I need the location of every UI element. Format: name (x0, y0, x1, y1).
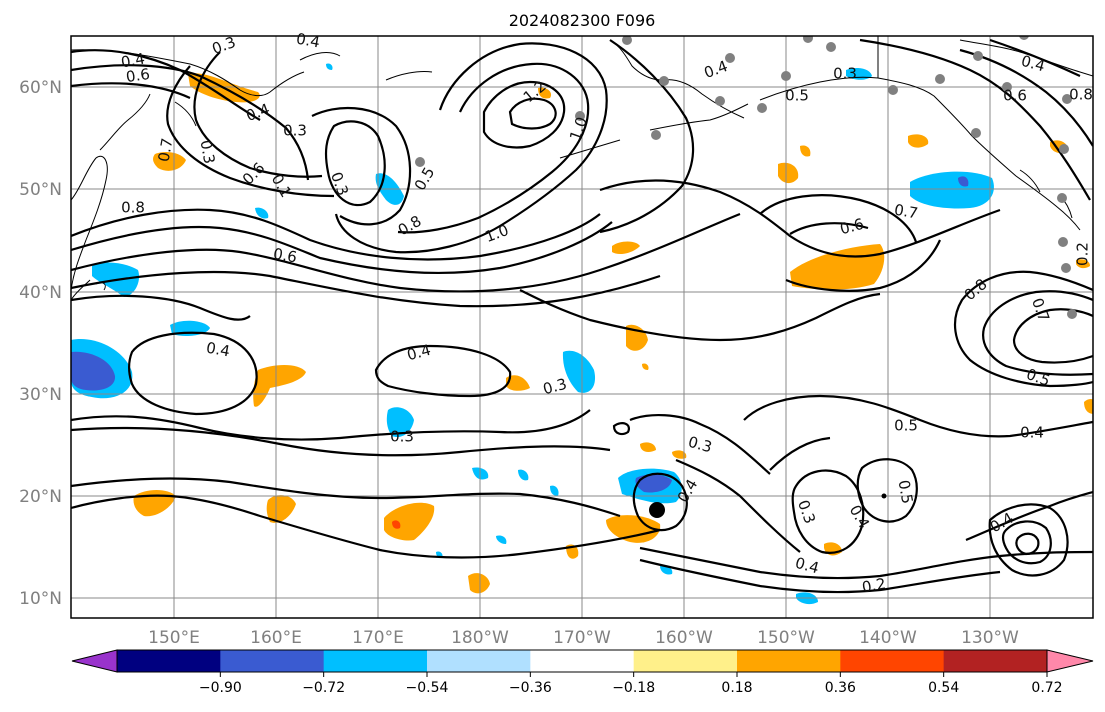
contour-label: 0.5 (785, 87, 809, 105)
map-frame (70, 35, 1094, 619)
colorbar-tick-label: −0.72 (302, 680, 345, 696)
colorbar-tick-label: 0.36 (825, 680, 856, 696)
station-markers (415, 36, 1077, 319)
contour-label: 0.2 (1074, 242, 1092, 266)
gridlines (71, 36, 1093, 618)
lon-label: 180°W (451, 628, 509, 648)
lat-label: 10°N (19, 589, 62, 609)
negative-patch-50n-east (910, 171, 994, 209)
colorbar-segment (427, 650, 531, 672)
contour-label: 0.4 (1020, 424, 1044, 442)
contour-label: 0.5 (894, 417, 918, 435)
lon-label: 170°E (352, 628, 404, 648)
contour-label: 0.8 (121, 199, 145, 217)
lon-label: 140°W (859, 628, 917, 648)
colorbar-tick-label: 0.18 (721, 680, 752, 696)
map-panel (71, 36, 1093, 618)
colorbar-segment (737, 650, 841, 672)
contour-label: 0.3 (833, 65, 857, 83)
latitude-labels: 60°N 50°N 40°N 30°N 20°N 10°N (19, 78, 62, 609)
contour-label: 0.2 (861, 575, 888, 597)
colorbar: −0.90 −0.72 −0.54 −0.36 −0.18 0.18 0.36 0.54 0.7… (71, 649, 1094, 696)
lat-label: 30°N (19, 385, 62, 405)
contour-label: 0.3 (686, 433, 714, 457)
contour-label: 0.3 (283, 122, 307, 140)
lon-label: 160°W (655, 628, 713, 648)
lat-label: 40°N (19, 283, 62, 303)
lat-label: 50°N (19, 180, 62, 200)
colorbar-segment (633, 650, 738, 672)
colorbar-segment (117, 650, 221, 672)
contour-label: 0.6 (1003, 87, 1027, 105)
shading-layer (71, 63, 1093, 605)
colorbar-tick-label: −0.18 (612, 680, 655, 696)
contour-lines (71, 38, 1093, 594)
contour-label: 0.8 (1069, 86, 1093, 104)
lon-label: 150°W (757, 628, 815, 648)
colorbar-extend-low (71, 649, 118, 673)
colorbar-segment (220, 650, 325, 672)
contour-label: 0.4 (1019, 52, 1047, 76)
contour-label: 0.3 (197, 139, 219, 166)
lat-label: 60°N (19, 78, 62, 98)
colorbar-segment (840, 650, 945, 672)
colorbar-segment (943, 650, 1048, 672)
contour-label: 0.3 (390, 428, 414, 446)
negative-patch-48n (255, 207, 269, 219)
contour-label: 0.6 (272, 245, 299, 267)
lon-label: 150°E (148, 628, 200, 648)
positive-patch-31n (253, 365, 306, 407)
negative-patch-31n (562, 350, 596, 393)
map-title: 2024082300 F096 (509, 11, 656, 30)
colorbar-tick-label: 0.72 (1031, 680, 1062, 696)
contour-label: 0.7 (893, 201, 920, 223)
contour-label: 0.6 (838, 215, 866, 239)
contour-label: 0.4 (405, 341, 433, 365)
contour-label: 0.5 (895, 479, 917, 506)
colorbar-extend-high (1046, 649, 1094, 673)
colorbar-segment (323, 650, 428, 672)
colorbar-frame (116, 649, 1048, 673)
lat-label: 20°N (19, 487, 62, 507)
colorbar-segment (530, 650, 635, 672)
lon-label: 170°W (553, 628, 611, 648)
contour-label: 0.4 (205, 339, 232, 361)
positive-patch-17n (384, 502, 435, 541)
colorbar-tick-label: −0.90 (199, 680, 242, 696)
negative-patch-26n (386, 407, 414, 438)
black-markers (649, 493, 887, 518)
lon-label: 130°W (961, 628, 1019, 648)
colorbar-tick-label: −0.54 (406, 680, 449, 696)
contour-label: 0.4 (120, 50, 147, 72)
contour-label: 0.6 (125, 65, 151, 86)
contour-label: 0.7 (155, 137, 177, 164)
colorbar-tick-label: 0.54 (928, 680, 959, 696)
hurricane-center-marker (649, 502, 665, 518)
contour-label: 0.4 (793, 554, 821, 578)
negative-patch-west (71, 339, 133, 399)
contour-label: 0.4 (295, 30, 322, 52)
contour-label: 0.3 (541, 375, 569, 399)
positive-patch-53n (153, 152, 186, 171)
lon-label: 160°E (250, 628, 302, 648)
longitude-labels: 150°E 160°E 170°E 180°W 170°W 160°W 150°… (148, 628, 1019, 648)
colorbar-tick-label: −0.36 (509, 680, 552, 696)
